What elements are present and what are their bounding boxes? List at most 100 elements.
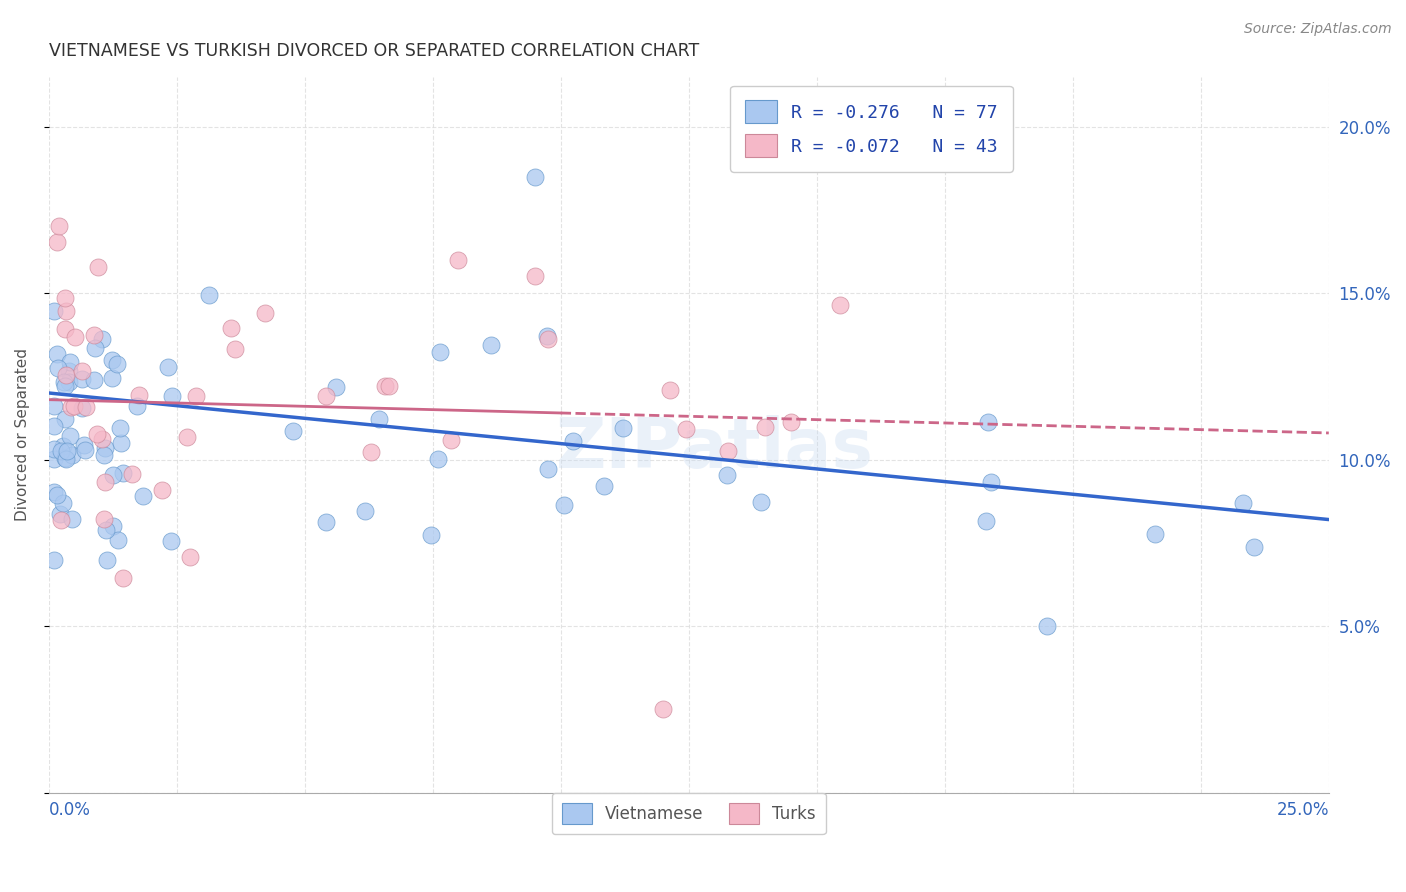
Point <box>325 380 347 394</box>
Point <box>360 444 382 458</box>
Point <box>830 298 852 312</box>
Point <box>749 495 772 509</box>
Point <box>94 475 117 490</box>
Point <box>536 329 558 343</box>
Point <box>52 376 75 390</box>
Point <box>110 435 132 450</box>
Point <box>42 442 65 456</box>
Point <box>101 353 124 368</box>
Point <box>70 364 93 378</box>
Point <box>179 550 201 565</box>
Point <box>1036 619 1059 633</box>
Point <box>49 507 72 521</box>
Text: Source: ZipAtlas.com: Source: ZipAtlas.com <box>1244 22 1392 37</box>
Point <box>121 467 143 481</box>
Point <box>479 338 502 352</box>
Point <box>977 415 1000 429</box>
Point <box>93 441 115 455</box>
Point <box>593 478 616 492</box>
Point <box>42 553 65 567</box>
Point <box>42 419 65 434</box>
Point <box>60 512 83 526</box>
Point <box>46 488 69 502</box>
Point <box>659 383 682 397</box>
Point <box>1232 496 1254 510</box>
Point <box>717 443 740 458</box>
Point <box>440 434 463 448</box>
Point <box>83 328 105 343</box>
Point <box>58 364 80 378</box>
Point <box>378 378 401 392</box>
Point <box>112 466 135 480</box>
Point <box>524 169 547 184</box>
Point <box>315 515 337 529</box>
Point <box>90 432 112 446</box>
Point <box>42 304 65 318</box>
Point <box>974 514 997 528</box>
Point <box>354 504 377 518</box>
Point <box>55 451 77 466</box>
Point <box>524 269 547 284</box>
Point <box>72 401 94 415</box>
Point <box>42 400 65 414</box>
Point <box>716 468 738 483</box>
Point <box>537 332 560 346</box>
Point <box>224 342 246 356</box>
Point <box>553 498 575 512</box>
Point <box>96 553 118 567</box>
Point <box>63 399 86 413</box>
Point <box>447 252 470 267</box>
Point <box>93 512 115 526</box>
Point <box>42 484 65 499</box>
Point <box>56 444 79 458</box>
Point <box>55 368 77 382</box>
Y-axis label: Divorced or Separated: Divorced or Separated <box>15 348 30 521</box>
Point <box>86 426 108 441</box>
Point <box>65 330 87 344</box>
Point <box>59 355 82 369</box>
Text: VIETNAMESE VS TURKISH DIVORCED OR SEPARATED CORRELATION CHART: VIETNAMESE VS TURKISH DIVORCED OR SEPARA… <box>49 42 699 60</box>
Text: 25.0%: 25.0% <box>1277 801 1329 819</box>
Point <box>93 448 115 462</box>
Point <box>254 305 277 319</box>
Point <box>374 378 396 392</box>
Point <box>150 483 173 498</box>
Text: ZIPatlas: ZIPatlas <box>555 416 873 483</box>
Point <box>105 357 128 371</box>
Point <box>779 415 801 429</box>
Point <box>60 400 83 414</box>
Point <box>52 439 75 453</box>
Point <box>157 360 180 375</box>
Text: 0.0%: 0.0% <box>49 801 90 819</box>
Point <box>46 235 69 249</box>
Point <box>73 438 96 452</box>
Point <box>83 373 105 387</box>
Point <box>1243 540 1265 554</box>
Point <box>86 260 108 274</box>
Point <box>219 321 242 335</box>
Legend: Vietnamese, Turks: Vietnamese, Turks <box>553 793 825 834</box>
Point <box>101 519 124 533</box>
Point <box>754 420 776 434</box>
Point <box>419 527 441 541</box>
Point <box>53 451 76 466</box>
Point <box>100 371 122 385</box>
Point <box>60 448 83 462</box>
Point <box>51 513 73 527</box>
Point <box>103 467 125 482</box>
Point <box>652 702 675 716</box>
Point <box>111 571 134 585</box>
Point <box>184 388 207 402</box>
Point <box>49 444 72 458</box>
Point <box>107 533 129 548</box>
Point <box>675 422 697 436</box>
Point <box>160 388 183 402</box>
Point <box>127 399 149 413</box>
Point <box>281 424 304 438</box>
Point <box>160 533 183 548</box>
Point <box>70 372 93 386</box>
Point <box>91 332 114 346</box>
Point <box>561 434 583 449</box>
Point <box>980 475 1002 490</box>
Point <box>1144 526 1167 541</box>
